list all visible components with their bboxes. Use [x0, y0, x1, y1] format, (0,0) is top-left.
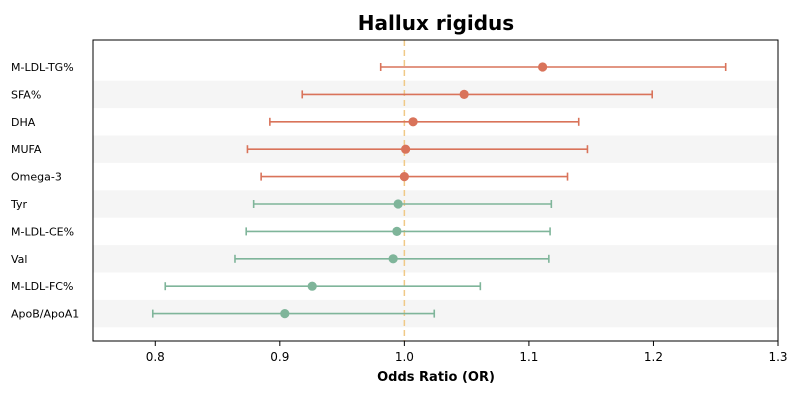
y-tick-label: SFA% [11, 88, 41, 101]
ci-row [164, 281, 482, 291]
y-tick-label: M-LDL-TG% [11, 61, 74, 74]
y-tick-label: M-LDL-CE% [11, 225, 74, 238]
y-tick-label: Omega-3 [11, 171, 62, 184]
confidence-intervals [151, 62, 727, 319]
x-tick-label: 1.1 [519, 350, 538, 364]
or-point [307, 281, 317, 291]
or-point [408, 117, 418, 127]
or-point [538, 62, 548, 72]
y-tick-label: Tyr [10, 198, 28, 211]
ci-row [379, 62, 727, 72]
x-tick-label: 1.3 [768, 350, 787, 364]
y-tick-label: MUFA [11, 143, 42, 156]
y-tick-label: Val [11, 253, 27, 266]
or-point [388, 254, 398, 264]
x-tick-label: 1.2 [644, 350, 663, 364]
ci-row [246, 144, 589, 154]
x-tick-label: 0.9 [270, 350, 289, 364]
or-point [280, 309, 290, 319]
y-tick-label: DHA [11, 116, 36, 129]
ci-row [269, 117, 580, 127]
or-point [399, 172, 409, 182]
ci-row [151, 309, 436, 319]
x-tick-label: 1.0 [395, 350, 414, 364]
or-point [459, 89, 469, 99]
ci-row [252, 199, 553, 209]
ci-row [234, 254, 550, 264]
ci-row [260, 172, 569, 182]
ci-row [301, 89, 654, 99]
or-point [392, 226, 402, 236]
or-point [401, 144, 411, 154]
y-tick-label: ApoB/ApoA1 [11, 308, 79, 321]
y-axis-labels: M-LDL-TG% SFA% DHA MUFA Omega-3 Tyr M-LDL-CE% V… [10, 61, 79, 321]
plot-frame [92, 39, 779, 342]
x-axis-label: Odds Ratio (OR) [377, 370, 495, 385]
or-point [393, 199, 403, 209]
x-axis-ticks: 0.8 0.9 1.0 1.1 1.2 1.3 [146, 341, 788, 364]
ci-row [245, 226, 551, 236]
chart-title: Hallux rigidus [358, 11, 514, 35]
y-tick-label: M-LDL-FC% [11, 280, 73, 293]
x-tick-label: 0.8 [146, 350, 165, 364]
